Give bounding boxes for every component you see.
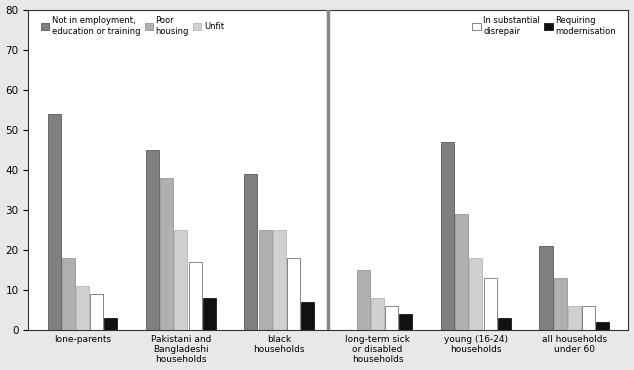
Bar — [48, 114, 61, 330]
Bar — [188, 262, 202, 330]
Bar — [174, 230, 188, 330]
Bar — [301, 302, 314, 330]
Bar — [469, 258, 482, 330]
Bar — [76, 286, 89, 330]
Bar — [441, 142, 454, 330]
Bar — [385, 306, 398, 330]
Bar — [371, 298, 384, 330]
Bar — [540, 246, 552, 330]
Bar — [105, 319, 117, 330]
Bar — [498, 319, 511, 330]
Bar — [244, 174, 257, 330]
Bar — [287, 258, 300, 330]
Legend: In substantial
disrepair, Requiring
modernisation: In substantial disrepair, Requiring mode… — [470, 14, 618, 38]
Bar — [596, 322, 609, 330]
Bar — [273, 230, 286, 330]
Bar — [357, 270, 370, 330]
Bar — [203, 298, 216, 330]
Bar — [259, 230, 271, 330]
Bar — [582, 306, 595, 330]
Bar — [484, 278, 496, 330]
Bar — [62, 258, 75, 330]
Bar — [146, 150, 159, 330]
Bar — [455, 214, 469, 330]
Bar — [553, 278, 567, 330]
Bar — [399, 314, 413, 330]
Bar — [160, 178, 173, 330]
Bar — [90, 295, 103, 330]
Bar — [568, 306, 581, 330]
